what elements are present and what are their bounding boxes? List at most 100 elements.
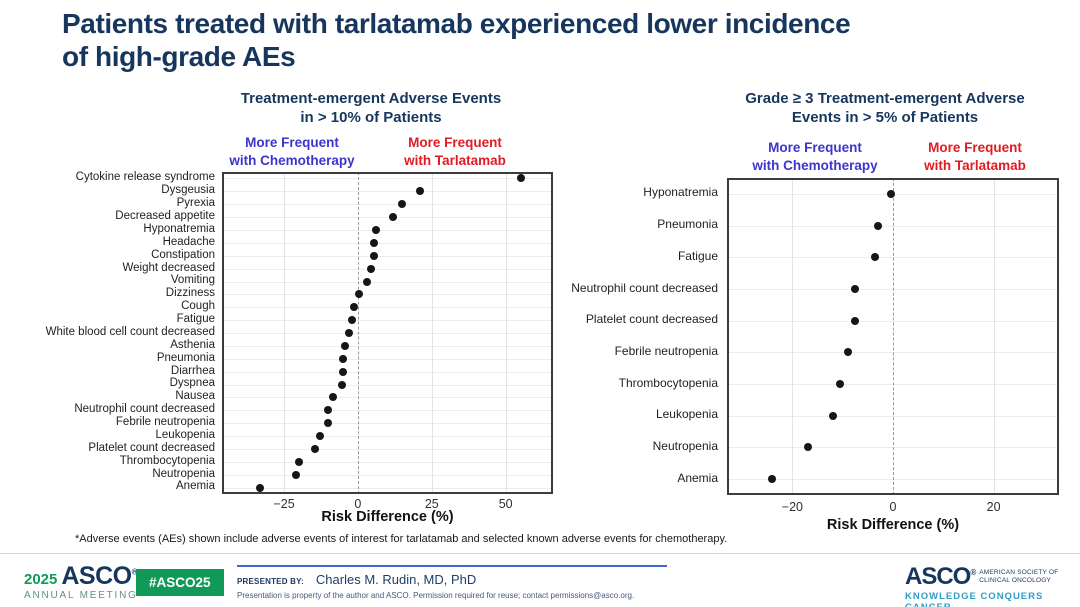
zero-line [893,178,894,495]
row-gridline [222,217,553,219]
page-title: Patients treated with tarlatamab experie… [62,8,982,74]
category-label: Pyrexia [176,197,215,210]
asco-meeting-logo: 2025 ASCO® ANNUAL MEETING [24,562,138,601]
legend-tarlatamab-left: More Frequent with Tarlatamab [404,135,506,168]
category-label: White blood cell count decreased [45,325,215,338]
row-gridline [222,230,553,231]
row-gridline [222,345,553,347]
category-label: Leukopenia [155,428,215,441]
row-gridline [222,423,553,425]
category-label: Constipation [151,248,215,261]
footer-divider [0,553,1080,554]
row-gridline [222,255,553,257]
chart-title-left-line1: Treatment-emergent Adverse Events [240,90,502,107]
presenter-block: PRESENTED BY: Charles M. Rudin, MD, PhD … [237,565,667,600]
data-point [886,189,895,198]
data-point [324,406,333,415]
legend-chemotherapy-right: More Frequent with Chemotherapy [752,140,878,173]
presented-by-label: PRESENTED BY: [237,577,304,586]
annual-meeting-label: ANNUAL MEETING [24,589,138,601]
data-point [851,284,860,293]
society-name: AMERICAN SOCIETY OF CLINICAL ONCOLOGY [979,569,1059,585]
chart-title-right-line2: Events in > 5% of Patients [791,109,979,127]
category-label: Neutrophil count decreased [571,280,718,295]
data-point [370,238,379,247]
category-label: Anemia [677,470,718,485]
tagline: KNOWLEDGE CONQUERS CANCER [905,591,1044,607]
data-point [873,221,882,230]
data-point [851,316,860,325]
data-point [337,380,346,389]
row-gridline [222,320,553,322]
category-label: Asthenia [170,338,215,351]
category-label: Diarrhea [170,364,215,377]
data-point [768,475,777,484]
data-point [843,348,852,357]
data-point [362,277,371,286]
data-point [516,174,525,183]
tick-gridline [505,172,507,494]
category-label: Neutropenia [152,467,215,480]
row-gridline [222,307,553,309]
data-point [416,187,424,196]
row-gridline [222,204,553,206]
registered-mark: ® [131,567,138,577]
tick-gridline [431,172,433,494]
category-label: Dysgeusia [161,184,215,197]
x-axis-label-right: Risk Difference (%) [826,517,960,533]
data-point [291,470,300,479]
category-label: Dyspnea [169,377,215,390]
row-gridline [222,487,553,489]
data-point [828,411,837,420]
category-label: Pneumonia [657,217,718,232]
category-label: Thrombocytopenia [618,375,718,390]
category-label: Anemia [176,480,215,493]
category-label: Thrombocytopenia [119,454,215,467]
category-label: Weight decreased [122,261,215,274]
row-gridline [222,436,553,437]
zero-line [357,172,359,494]
category-label: Vomiting [170,274,215,287]
row-gridline [222,281,553,283]
data-point [803,443,812,452]
row-gridline [222,178,553,180]
chart-title-right: Grade ≥ 3 Treatment-emergent Adverse Eve… [720,89,1050,127]
asco-wordmark: ASCO® [61,562,138,590]
row-gridline [222,371,553,373]
category-label: Neutrophil count decreased [74,403,215,416]
category-label: Fatigue [176,313,215,325]
x-tick-label: 0 [889,500,897,514]
tick-gridline [792,178,794,495]
data-point [345,329,354,337]
category-label: Dizziness [165,287,215,300]
x-tick-label: −25 [273,497,295,511]
category-label: Headache [162,235,215,248]
data-point [389,213,398,222]
x-tick-label: 25 [424,497,439,511]
chart-title-right-line1: Grade ≥ 3 Treatment-emergent Adverse [745,90,1025,107]
data-point [324,419,333,428]
category-label: Febrile neutropenia [614,343,718,358]
category-label: Neutropenia [652,439,718,453]
row-gridline [222,242,553,244]
data-point [370,251,379,260]
data-point [367,264,376,273]
page-title-line1: Patients treated with tarlatamab experie… [62,8,851,39]
x-tick-label: 50 [498,497,513,511]
category-label: Febrile neutropenia [115,416,215,428]
row-gridline [222,268,553,270]
x-axis-label-left: Risk Difference (%) [321,509,454,525]
row-gridline [222,448,553,450]
category-label: Platelet count decreased [585,312,718,327]
category-label: Fatigue [677,248,718,263]
data-point [340,341,349,350]
legend-chemotherapy-left: More Frequent with Chemotherapy [229,135,355,168]
data-point [871,253,880,262]
data-point [836,380,845,388]
row-gridline [222,191,553,193]
row-gridline [222,358,553,360]
row-gridline [222,384,553,386]
row-gridline [222,294,553,296]
asco-society-logo: ASCO® AMERICAN SOCIETY OF CLINICAL ONCOL… [905,565,1080,607]
